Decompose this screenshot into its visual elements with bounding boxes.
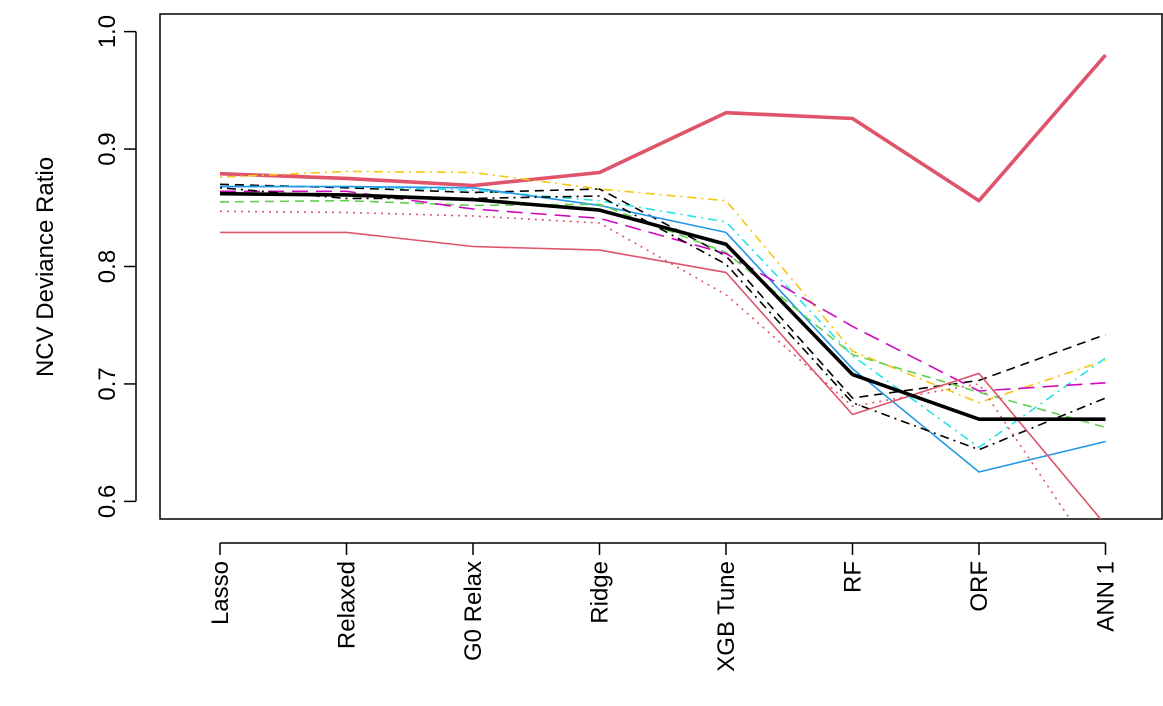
x-tick-label: XGB Tune [713,561,740,672]
y-tick-label: 0.8 [94,250,121,283]
y-axis: 0.6 0.7 0.8 0.9 1.0 [94,15,137,518]
series-line-8 [219,187,1106,451]
x-tick-label: Ridge [587,561,614,624]
series-line-3 [219,170,1106,404]
x-tick-label: ORF [966,561,993,612]
y-tick-label: 0.9 [94,132,121,165]
series-line-6 [219,199,1106,429]
x-tick-label: G0 Relax [460,561,487,661]
x-tick-label: Lasso [207,561,234,625]
x-tick-label: RF [840,561,867,593]
y-tick-label: 0.7 [94,367,121,400]
y-axis-label: NCV Deviance Ratio [32,157,59,377]
x-axis: Lasso Relaxed G0 Relax Ridge XGB Tune RF ORF AN… [207,542,1120,672]
y-tick-label: 1.0 [94,15,121,48]
series-layer [219,53,1107,519]
x-tick-label: Relaxed [334,561,361,649]
series-line-11 [219,191,1106,422]
series-line-7 [220,190,1106,392]
x-tick-label: ANN 1 [1093,561,1120,632]
series-line-5 [220,185,1106,473]
series-line-2 [219,183,1106,399]
series-line-1 [219,53,1107,203]
y-tick-label: 0.6 [94,485,121,518]
plot-frame [159,13,1163,520]
series-line-9 [219,210,1071,519]
series-line-10 [220,231,1102,519]
